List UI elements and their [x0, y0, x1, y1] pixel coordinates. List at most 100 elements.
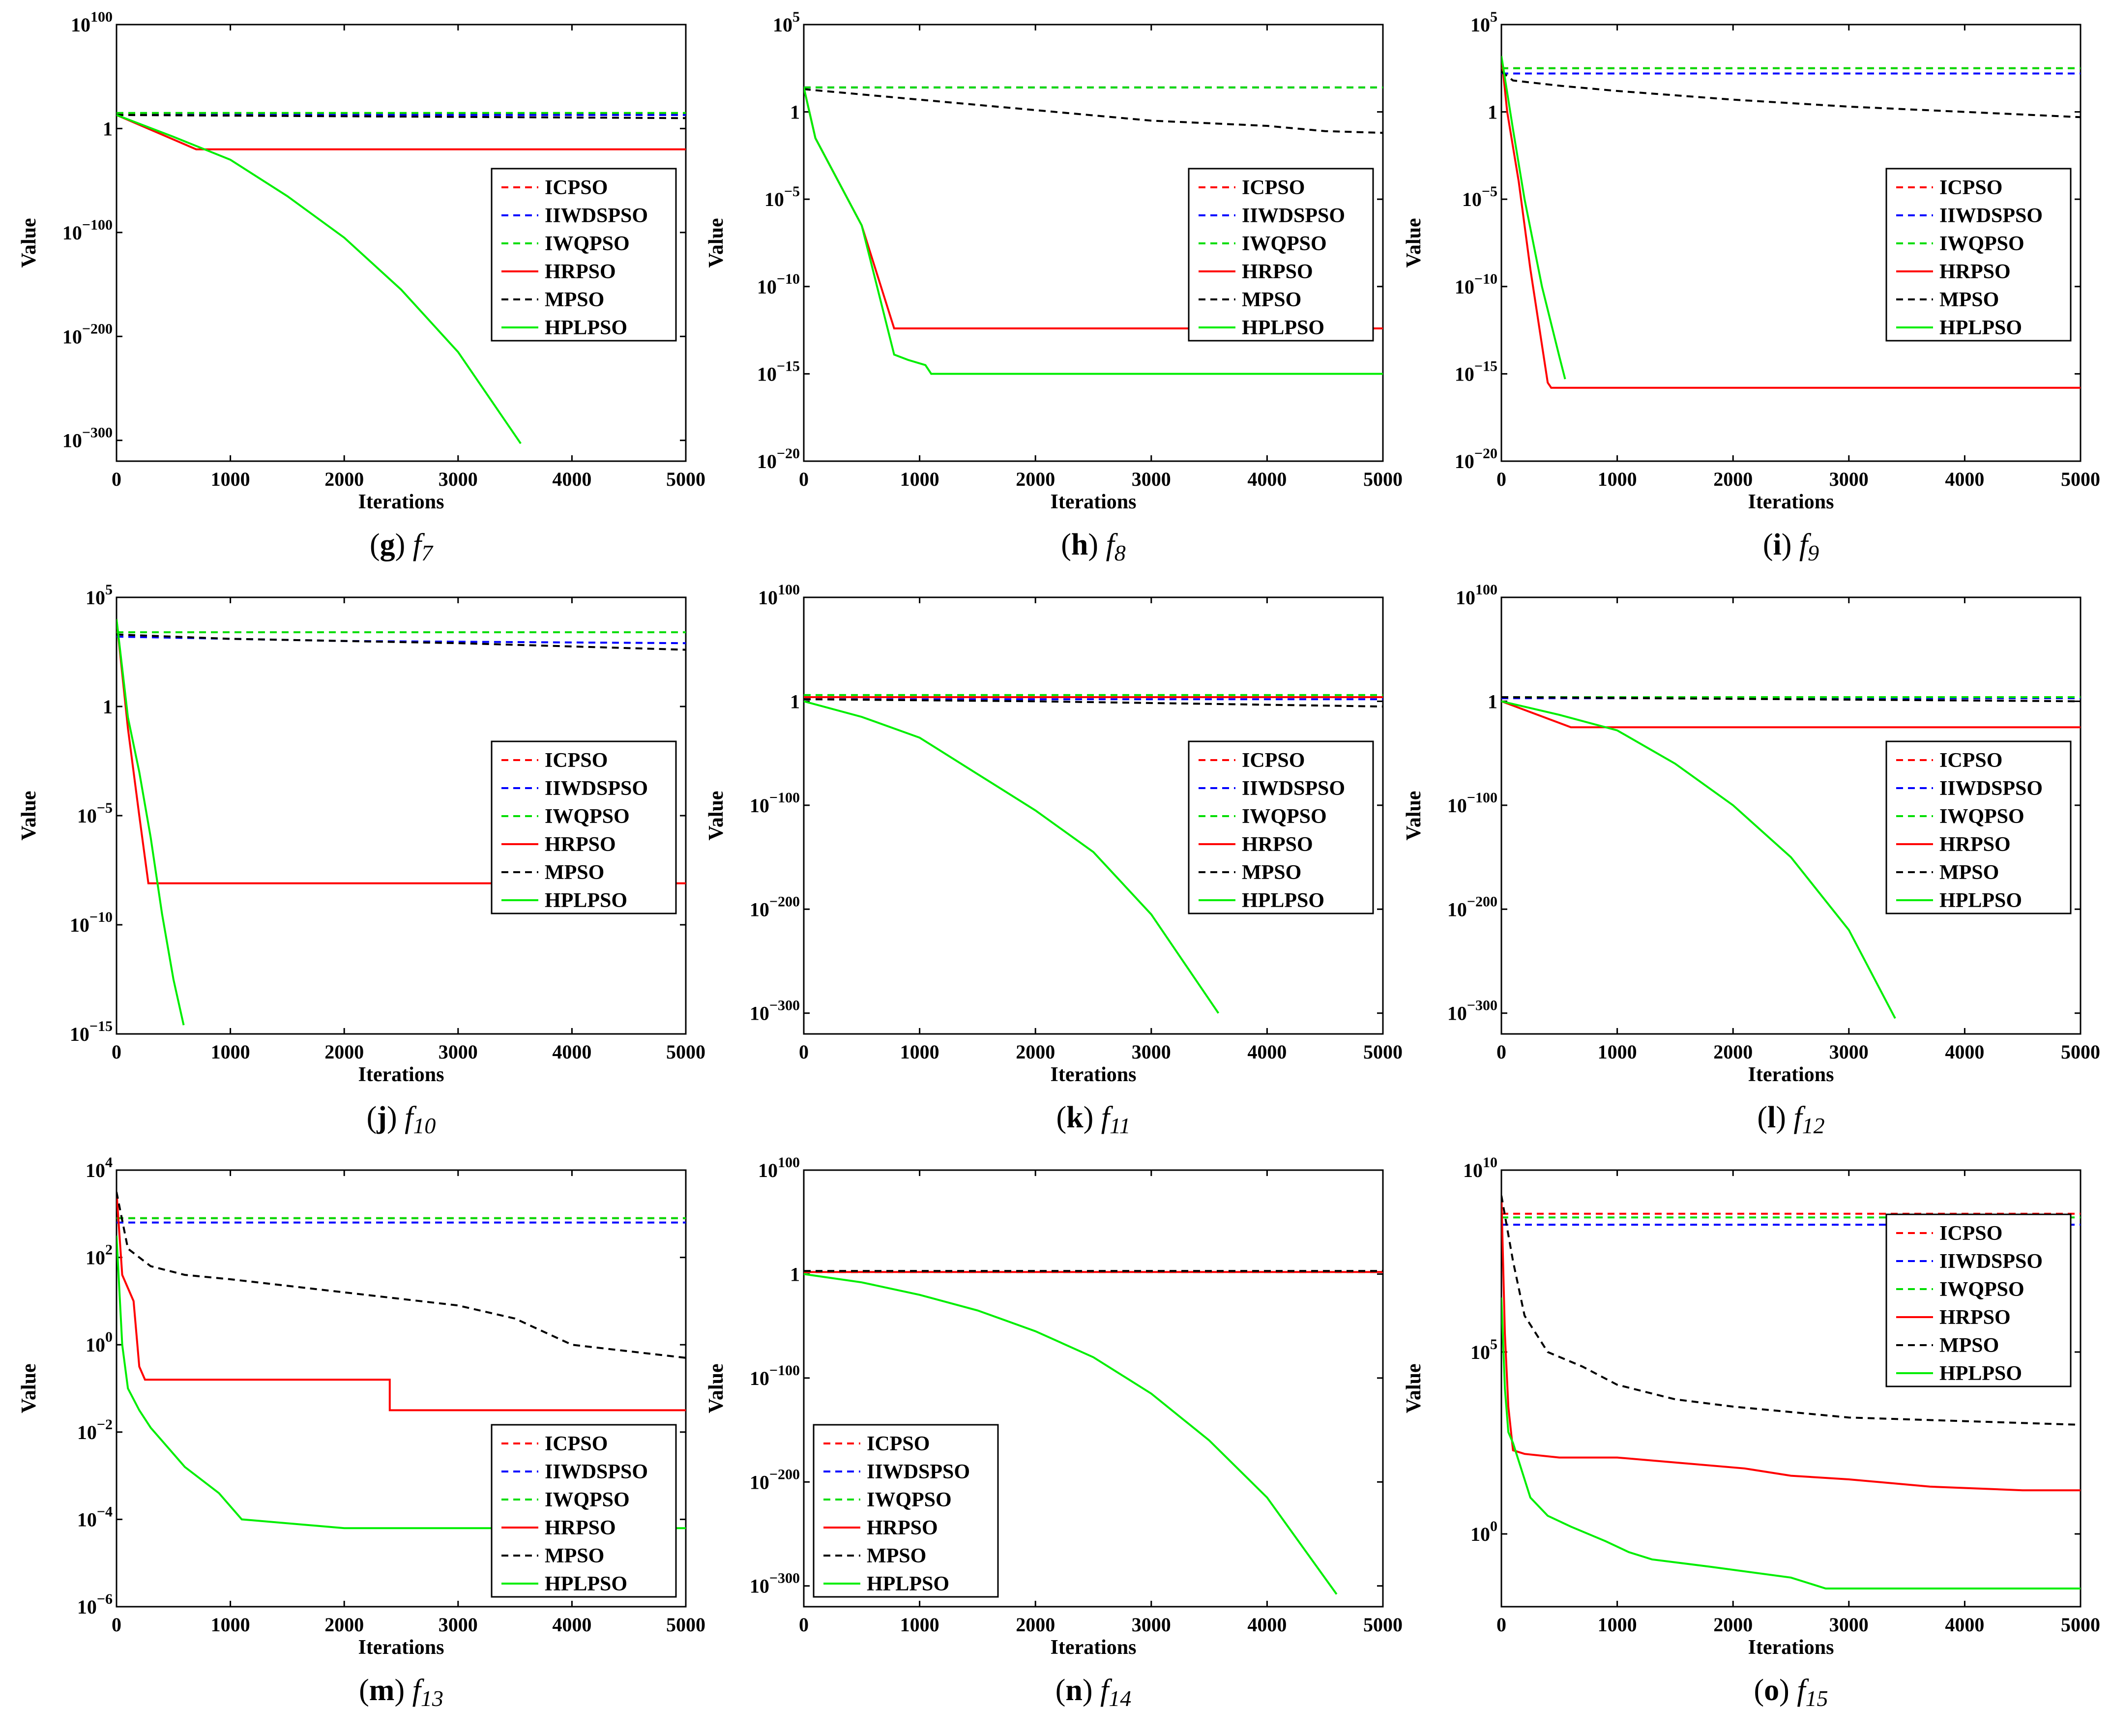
- x-tick-label: 0: [112, 468, 121, 490]
- chart-caption: (l) f12: [1757, 1101, 1824, 1138]
- x-axis-label: Iterations: [358, 1063, 444, 1086]
- legend-label-mpso: MPSO: [1939, 289, 1999, 311]
- y-tick-label: 10−20: [1455, 445, 1497, 472]
- legend-label-hplpso: HPLPSO: [545, 889, 627, 912]
- series-line-hplpso: [117, 114, 522, 444]
- legend: ICPSO IIWDSPSO IWQPSO HRPSO MPSO HPLPSO: [1885, 168, 2072, 342]
- y-axis-label: Value: [705, 1363, 728, 1413]
- y-axis-label: Value: [1403, 791, 1425, 840]
- x-tick-label: 3000: [1132, 468, 1171, 490]
- legend-box: [1885, 168, 2072, 342]
- y-axis-label: Value: [1403, 1363, 1425, 1413]
- x-axis-label: Iterations: [1051, 1636, 1137, 1659]
- x-tick-label: 3000: [1829, 1614, 1869, 1636]
- y-axis-label: Value: [18, 791, 40, 840]
- x-tick-label: 4000: [1247, 1614, 1287, 1636]
- y-tick-label: 1: [790, 1263, 800, 1285]
- y-tick-label: 1010: [1463, 1154, 1497, 1181]
- y-tick-label: 10−2: [77, 1416, 113, 1443]
- legend-label-iwqpso: IWQPSO: [867, 1489, 952, 1511]
- legend-label-mpso: MPSO: [867, 1545, 926, 1567]
- legend: ICPSO IIWDSPSO IWQPSO HRPSO MPSO HPLPSO: [1188, 740, 1374, 914]
- legend-label-iwqpso: IWQPSO: [1242, 805, 1327, 828]
- x-tick-label: 5000: [666, 468, 705, 490]
- legend-label-hrpso: HRPSO: [1939, 261, 2011, 283]
- x-axis-label: Iterations: [1748, 1063, 1834, 1086]
- series-group: [117, 619, 686, 1026]
- chart-i: 0 1000 2000 3000 4000 5000 105 1 10−5 10−10 10−15 1…: [1403, 9, 2100, 565]
- legend-label-iwqpso: IWQPSO: [545, 1489, 630, 1511]
- legend: ICPSO IIWDSPSO IWQPSO HRPSO MPSO HPLPSO: [491, 1424, 677, 1598]
- legend-box: [813, 1424, 999, 1598]
- legend: ICPSO IIWDSPSO IWQPSO HRPSO MPSO HPLPSO: [1885, 1213, 2072, 1387]
- x-tick-label: 4000: [552, 468, 591, 490]
- chart-caption: (k) f11: [1056, 1101, 1130, 1138]
- series-line-mpso: [1501, 696, 2081, 703]
- y-tick-label: 10−200: [1447, 893, 1497, 920]
- y-tick-label: 10−20: [757, 445, 800, 472]
- y-tick-label: 10−100: [1447, 790, 1497, 817]
- x-tick-label: 0: [799, 1041, 809, 1063]
- y-tick-label: 10−200: [750, 893, 800, 920]
- y-tick-label: 104: [86, 1154, 113, 1181]
- series-line-mpso: [117, 633, 686, 651]
- legend-label-mpso: MPSO: [545, 289, 604, 311]
- series-group: [804, 86, 1383, 375]
- y-tick-label: 1: [1488, 101, 1497, 123]
- x-axis-label: Iterations: [1748, 491, 1834, 513]
- legend-label-hrpso: HRPSO: [1939, 833, 2011, 856]
- y-tick-label: 10−6: [77, 1591, 113, 1618]
- chart-caption: (j) f10: [367, 1101, 436, 1138]
- series-line-hrpso: [117, 1192, 686, 1412]
- x-tick-label: 2000: [1713, 1614, 1753, 1636]
- legend-label-icpso: ICPSO: [1242, 177, 1305, 199]
- y-tick-label: 10100: [758, 1154, 800, 1181]
- series-group: [1501, 1195, 2081, 1589]
- x-tick-label: 1000: [900, 1614, 939, 1636]
- legend-label-mpso: MPSO: [1939, 1334, 1999, 1357]
- x-tick-label: 4000: [1247, 468, 1287, 490]
- y-tick-label: 10−5: [77, 800, 113, 827]
- legend-box: [1188, 740, 1374, 914]
- y-tick-label: 100: [86, 1329, 113, 1356]
- y-axis-label: Value: [18, 218, 40, 267]
- y-tick-label: 10−5: [764, 183, 800, 210]
- x-tick-label: 5000: [666, 1614, 705, 1636]
- legend-label-icpso: ICPSO: [545, 1433, 608, 1455]
- y-tick-label: 10−10: [757, 271, 800, 298]
- x-tick-label: 3000: [1132, 1614, 1171, 1636]
- legend: ICPSO IIWDSPSO IWQPSO HRPSO MPSO HPLPSO: [491, 740, 677, 914]
- legend-label-hrpso: HRPSO: [867, 1517, 938, 1539]
- legend-label-hplpso: HPLPSO: [867, 1573, 949, 1595]
- x-tick-label: 0: [1496, 468, 1506, 490]
- legend-label-icpso: ICPSO: [1939, 749, 2002, 772]
- y-tick-label: 10−100: [750, 1362, 800, 1389]
- legend-label-hplpso: HPLPSO: [545, 317, 627, 339]
- y-tick-label: 10−300: [62, 425, 113, 452]
- series-group: [117, 112, 686, 444]
- series-line-mpso: [804, 88, 1383, 134]
- legend-label-iiwdspso: IIWDSPSO: [1939, 205, 2043, 227]
- x-tick-label: 4000: [1945, 1041, 1984, 1063]
- x-tick-label: 2000: [324, 468, 364, 490]
- x-tick-label: 5000: [666, 1041, 705, 1063]
- legend-label-hrpso: HRPSO: [545, 261, 616, 283]
- x-tick-label: 5000: [1363, 1614, 1403, 1636]
- y-tick-label: 10−200: [62, 321, 113, 348]
- y-axis-label: Value: [18, 1363, 40, 1413]
- y-tick-label: 1: [790, 101, 800, 123]
- legend-box: [1885, 1213, 2072, 1387]
- legend-label-iiwdspso: IIWDSPSO: [1242, 777, 1345, 800]
- chart-l: 0 1000 2000 3000 4000 5000 10100 1 10−100 10−200 1…: [1403, 582, 2100, 1138]
- legend: ICPSO IIWDSPSO IWQPSO HRPSO MPSO HPLPSO: [1885, 740, 2072, 914]
- y-tick-label: 105: [1470, 9, 1497, 36]
- y-tick-label: 10−300: [1447, 998, 1497, 1025]
- legend-label-iwqpso: IWQPSO: [545, 233, 630, 255]
- legend-label-mpso: MPSO: [1939, 861, 1999, 884]
- x-tick-label: 3000: [1132, 1041, 1171, 1063]
- y-tick-label: 10−15: [70, 1018, 113, 1045]
- x-tick-label: 0: [799, 468, 809, 490]
- chart-g: 0 1000 2000 3000 4000 5000 10100 1 10−100 10−200 1…: [18, 9, 705, 565]
- x-tick-label: 5000: [2061, 468, 2100, 490]
